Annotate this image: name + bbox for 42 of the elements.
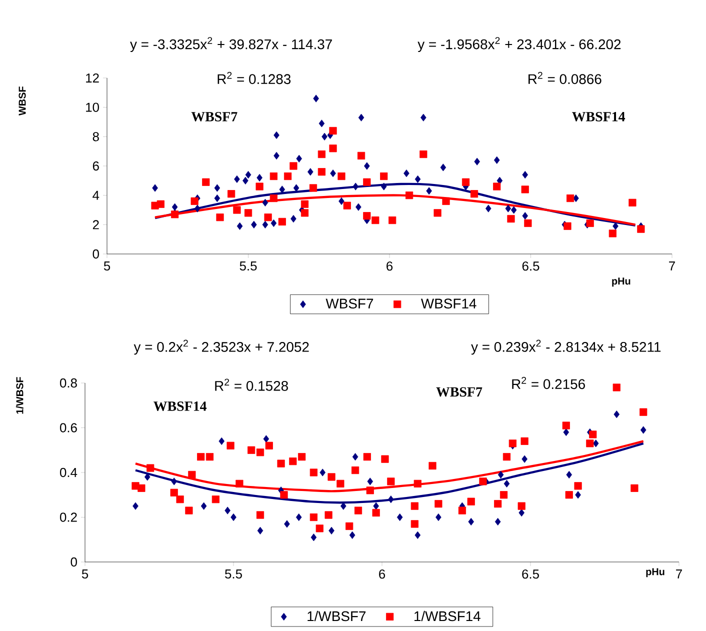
annotation: R$^{2}$ = 0.0866 — [528, 72, 602, 84]
text: y = -3.3325x$^{2}$ + 39.827x - 114.37 — [130, 37, 332, 52]
legend-label: WBSF14 — [420, 298, 476, 309]
y-tick-label: 10 — [86, 102, 99, 112]
y-tick-label: 0 — [70, 557, 77, 567]
x-tick-label: 5 — [82, 570, 88, 579]
x-tick-label: 5.5 — [225, 570, 242, 579]
y-tick-label: 0.8 — [60, 378, 77, 388]
legend-label: 1/WBSF7 — [308, 610, 366, 622]
annotation: WBSF7 — [191, 112, 238, 122]
y-tick-label: 0 — [92, 249, 99, 259]
y-axis-title: WBSF — [18, 86, 26, 116]
x-tick-label: 6 — [379, 570, 386, 579]
x-tick-label: 6 — [386, 262, 393, 271]
x-tick-label: 7 — [676, 570, 682, 578]
legend-label: WBSF7 — [326, 298, 374, 309]
x-tick-label: 5.5 — [240, 262, 257, 271]
annotation: R$^{2}$ = 0.1283 — [218, 72, 291, 84]
y-tick-label: 2 — [92, 220, 99, 230]
y-tick-label: 4 — [92, 190, 100, 200]
legend-label: 1/WBSF14 — [414, 610, 480, 622]
annotation: WBSF14 — [154, 402, 207, 411]
y-tick-label: 0.4 — [60, 468, 78, 478]
x-axis-title: pHu — [646, 568, 664, 578]
text: y = 0.2x$^{2}$ - 2.3523x + 7.2052 — [134, 340, 309, 355]
x-axis-title: pHu — [612, 278, 630, 287]
annotation: WBSF14 — [572, 112, 626, 122]
annotation: R$^{2}$ = 0.2156 — [512, 376, 585, 390]
annotation: WBSF7 — [436, 387, 482, 397]
text: y = -1.9568x$^{2}$ + 23.401x - 66.202 — [418, 37, 621, 52]
y-tick-label: 0.2 — [60, 512, 77, 522]
x-tick-label: 7 — [669, 262, 675, 270]
x-tick-label: 6.5 — [522, 262, 540, 271]
y-tick-label: 8 — [92, 132, 99, 142]
y-tick-label: 0.6 — [60, 423, 77, 432]
x-tick-label: 6.5 — [522, 570, 539, 579]
annotation: R$^{2}$ = 0.1528 — [215, 378, 288, 391]
y-tick-label: 6 — [92, 161, 99, 171]
y-axis-title: 1/WBSF — [16, 377, 24, 414]
y-tick-label: 12 — [86, 73, 99, 83]
x-tick-label: 5 — [104, 262, 110, 271]
text: y = 0.239x$^{2}$ - 2.8134x + 8.5211 — [471, 340, 661, 355]
